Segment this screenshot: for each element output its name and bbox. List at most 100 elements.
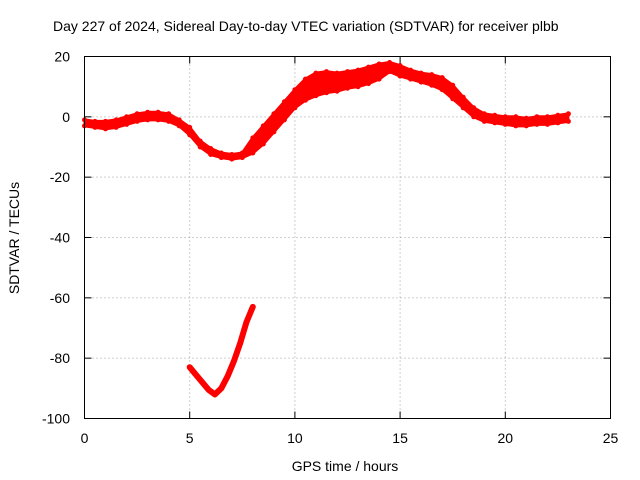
data-point — [244, 319, 249, 325]
data-point — [481, 118, 487, 124]
data-point — [471, 105, 477, 111]
data-point — [345, 85, 350, 91]
data-point — [260, 123, 266, 129]
x-tick-label: 5 — [186, 430, 194, 446]
data-point — [302, 76, 308, 82]
axis-ticks — [84, 56, 611, 419]
y-tick-label: -60 — [50, 290, 70, 306]
data-point — [281, 99, 287, 105]
data-point — [208, 146, 214, 151]
data-point — [187, 132, 193, 138]
data-point — [565, 111, 571, 117]
data-point — [218, 385, 224, 391]
data-point — [292, 105, 298, 111]
data-point — [231, 358, 237, 364]
data-point — [450, 96, 456, 102]
data-point — [124, 121, 130, 127]
data-point — [513, 114, 519, 120]
data-point — [418, 70, 424, 76]
data-point — [250, 304, 256, 310]
data-point — [387, 69, 393, 75]
y-tick-label: -20 — [50, 169, 70, 185]
x-tick-label: 15 — [392, 430, 408, 446]
data-point — [313, 70, 319, 76]
x-tick-label: 0 — [81, 430, 89, 446]
data-point — [492, 112, 498, 118]
data-point — [155, 117, 161, 123]
y-tick-label: 20 — [54, 49, 70, 65]
data-point — [492, 120, 498, 126]
data-point — [481, 111, 487, 117]
data-point — [239, 150, 245, 156]
data-point — [229, 152, 235, 157]
data-point — [187, 364, 193, 370]
data-point — [166, 111, 172, 117]
grid — [84, 56, 611, 419]
data-point — [355, 67, 361, 73]
data-point — [355, 84, 361, 90]
data-point — [544, 121, 550, 127]
data-point — [197, 144, 203, 150]
data-point — [92, 118, 98, 124]
data-point — [534, 114, 540, 120]
data-point — [397, 73, 403, 79]
data-point — [555, 112, 561, 118]
data-point — [429, 82, 435, 88]
y-tick-label: -40 — [50, 230, 70, 246]
data-point — [113, 124, 119, 130]
data-point — [408, 76, 414, 82]
data-point — [250, 150, 256, 156]
data-point — [334, 88, 340, 94]
data-point — [271, 111, 277, 117]
data-point — [376, 61, 382, 67]
data-point — [281, 117, 287, 123]
data-point — [324, 69, 329, 75]
data-point — [292, 87, 298, 93]
x-tick-label: 10 — [287, 430, 303, 446]
data-point — [250, 135, 256, 141]
data-point — [176, 123, 182, 129]
data-point — [302, 97, 308, 103]
data-point — [324, 90, 329, 96]
data-point — [124, 114, 130, 120]
data-point — [502, 121, 508, 127]
y-tick-label: -100 — [42, 411, 70, 427]
data-point — [544, 114, 550, 120]
data-point — [397, 63, 403, 69]
data-point — [502, 114, 508, 120]
data-point — [523, 123, 529, 129]
data-point — [366, 64, 371, 70]
data-point — [145, 117, 151, 123]
y-axis-label: SDTVAR / TECUs — [6, 182, 22, 294]
data-point — [439, 87, 445, 93]
data-point — [408, 67, 414, 73]
data-point — [345, 69, 350, 75]
data-layer — [82, 60, 571, 398]
data-point — [212, 391, 218, 397]
data-point — [103, 118, 108, 124]
data-point — [229, 156, 235, 162]
data-point — [376, 76, 382, 82]
data-point — [134, 118, 140, 124]
data-point — [155, 109, 161, 115]
y-tick-label: -80 — [50, 350, 70, 366]
data-point — [218, 150, 224, 156]
data-point — [460, 105, 466, 111]
data-point — [237, 340, 243, 346]
data-point — [208, 152, 214, 157]
chart-title: Day 227 of 2024, Sidereal Day-to-day VTE… — [53, 18, 559, 34]
data-point — [134, 111, 140, 117]
data-point — [197, 138, 203, 144]
data-point — [387, 60, 393, 65]
data-point — [450, 82, 456, 88]
data-point — [103, 126, 108, 132]
data-point — [460, 94, 466, 100]
data-point — [225, 373, 231, 379]
data-point — [366, 81, 371, 87]
data-point — [271, 129, 277, 135]
data-point — [565, 118, 571, 124]
data-point — [206, 387, 212, 393]
data-point — [418, 79, 424, 85]
data-point — [187, 124, 193, 130]
